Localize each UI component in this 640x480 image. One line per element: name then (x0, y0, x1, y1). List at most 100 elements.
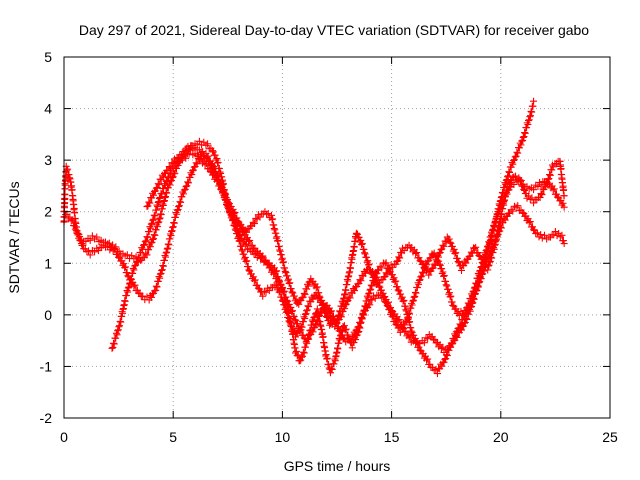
data-point (167, 170, 175, 178)
data-point (64, 165, 72, 173)
data-point (392, 277, 400, 285)
data-point (259, 292, 267, 300)
data-point (448, 298, 456, 306)
data-point (230, 209, 238, 217)
data-point (448, 340, 456, 348)
data-point (129, 269, 137, 277)
data-point (109, 343, 117, 351)
data-point (204, 140, 212, 148)
data-point (70, 222, 78, 230)
data-point (330, 360, 338, 368)
data-point (551, 228, 559, 236)
data-point (291, 316, 299, 324)
data-point (509, 207, 517, 215)
data-point (241, 241, 249, 249)
data-point (158, 190, 166, 198)
data-point (317, 297, 325, 305)
data-point (161, 181, 169, 189)
data-point (528, 108, 536, 116)
data-point (93, 233, 101, 241)
data-point (282, 304, 290, 312)
data-point (292, 295, 300, 303)
data-point (258, 253, 266, 261)
data-point (313, 316, 321, 324)
data-point (416, 257, 424, 265)
data-point (484, 262, 492, 270)
data-point (278, 293, 286, 301)
data-point (450, 335, 458, 343)
data-point (488, 254, 496, 262)
data-point (250, 277, 258, 285)
data-point (532, 230, 540, 238)
data-point (440, 272, 448, 280)
data-point (153, 223, 161, 231)
data-point (517, 177, 525, 185)
data-point (151, 212, 159, 220)
data-point (287, 303, 295, 311)
data-point (560, 203, 568, 211)
data-point (442, 355, 450, 363)
data-point (140, 241, 148, 249)
data-point (105, 239, 113, 247)
data-point (289, 307, 297, 315)
data-point (519, 136, 527, 144)
data-point (463, 304, 471, 312)
data-point (123, 269, 131, 277)
data-point (448, 242, 456, 250)
data-point (366, 301, 374, 309)
data-point (168, 159, 176, 167)
data-point (464, 299, 472, 307)
data-point (145, 246, 153, 254)
data-point (150, 211, 158, 219)
data-point (147, 220, 155, 228)
data-point (520, 185, 528, 193)
data-point (377, 286, 385, 294)
data-point (455, 259, 463, 267)
data-point (71, 225, 79, 233)
data-point (139, 292, 147, 300)
data-point (150, 191, 158, 199)
data-point (193, 160, 201, 168)
data-point (142, 237, 150, 245)
data-point (538, 191, 546, 199)
data-point (412, 289, 420, 297)
data-point (408, 301, 416, 309)
data-point (114, 327, 122, 335)
data-point (549, 163, 557, 171)
data-point (443, 352, 451, 360)
data-point (380, 293, 388, 301)
data-point (235, 237, 243, 245)
data-point (257, 255, 265, 263)
data-point (276, 287, 284, 295)
data-point (160, 185, 168, 193)
data-point (284, 314, 292, 322)
data-point (367, 266, 375, 274)
data-point (293, 320, 301, 328)
data-point (381, 260, 389, 268)
data-point (155, 181, 163, 189)
data-point (242, 258, 250, 266)
data-point (273, 281, 281, 289)
data-point (336, 307, 344, 315)
data-point (371, 294, 379, 302)
data-point (131, 262, 139, 270)
data-point (246, 236, 254, 244)
data-point (288, 288, 296, 296)
data-point (400, 247, 408, 255)
data-point (452, 328, 460, 336)
data-point (328, 307, 336, 315)
y-axis-label: SDTVAR / TECUs (6, 181, 22, 293)
data-point (430, 366, 438, 374)
data-point (127, 275, 135, 283)
data-point (460, 319, 468, 327)
data-point (543, 179, 551, 187)
data-point (365, 300, 373, 308)
data-point (142, 250, 150, 258)
data-point (382, 259, 390, 267)
data-point (512, 152, 520, 160)
data-point (273, 274, 281, 282)
data-point (271, 269, 279, 277)
data-point (526, 218, 534, 226)
data-point (440, 272, 448, 280)
data-point (176, 198, 184, 206)
